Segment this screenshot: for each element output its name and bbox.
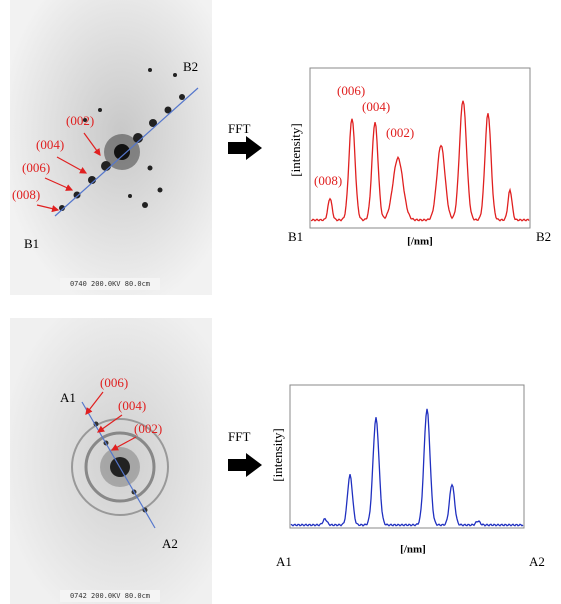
x-axis-label: [/nm]	[400, 544, 426, 556]
plot-end: A2	[529, 554, 545, 569]
profile-curve	[290, 408, 524, 527]
image-caption: 0740 200.0KV 80.0cm	[70, 280, 150, 288]
top-image	[10, 0, 212, 295]
plot-start: A1	[276, 554, 292, 569]
image-label: (002)	[134, 421, 162, 436]
y-axis-label: [intensity]	[270, 428, 285, 481]
line-start: B1	[24, 236, 39, 251]
peak-label: (004)	[362, 99, 390, 114]
image-label: (006)	[100, 375, 128, 390]
y-axis-label: [intensity]	[288, 123, 303, 176]
line-end: A2	[162, 536, 178, 551]
line-end: B2	[183, 59, 198, 74]
peak-label: (008)	[314, 173, 342, 188]
plot-start: B1	[288, 229, 303, 244]
transform-label: FFT	[228, 429, 250, 444]
arrow	[228, 453, 262, 477]
image-label: (006)	[22, 160, 50, 175]
image-label: (008)	[12, 187, 40, 202]
line-start: A1	[60, 390, 76, 405]
plot-frame	[309, 67, 531, 229]
image-label: (004)	[36, 137, 64, 152]
plot-end: B2	[536, 229, 551, 244]
image-label: (002)	[66, 113, 94, 128]
transform-label: FFT	[228, 121, 250, 136]
image-label: (004)	[118, 398, 146, 413]
image-caption: 0742 200.0KV 80.0cm	[70, 592, 150, 600]
profile-curve	[310, 100, 530, 222]
peak-label: (006)	[337, 83, 365, 98]
x-axis-label: [/nm]	[407, 236, 433, 248]
bottom-image	[10, 318, 212, 604]
peak-label: (002)	[386, 125, 414, 140]
arrow	[228, 136, 262, 160]
plot-frame	[289, 384, 525, 529]
